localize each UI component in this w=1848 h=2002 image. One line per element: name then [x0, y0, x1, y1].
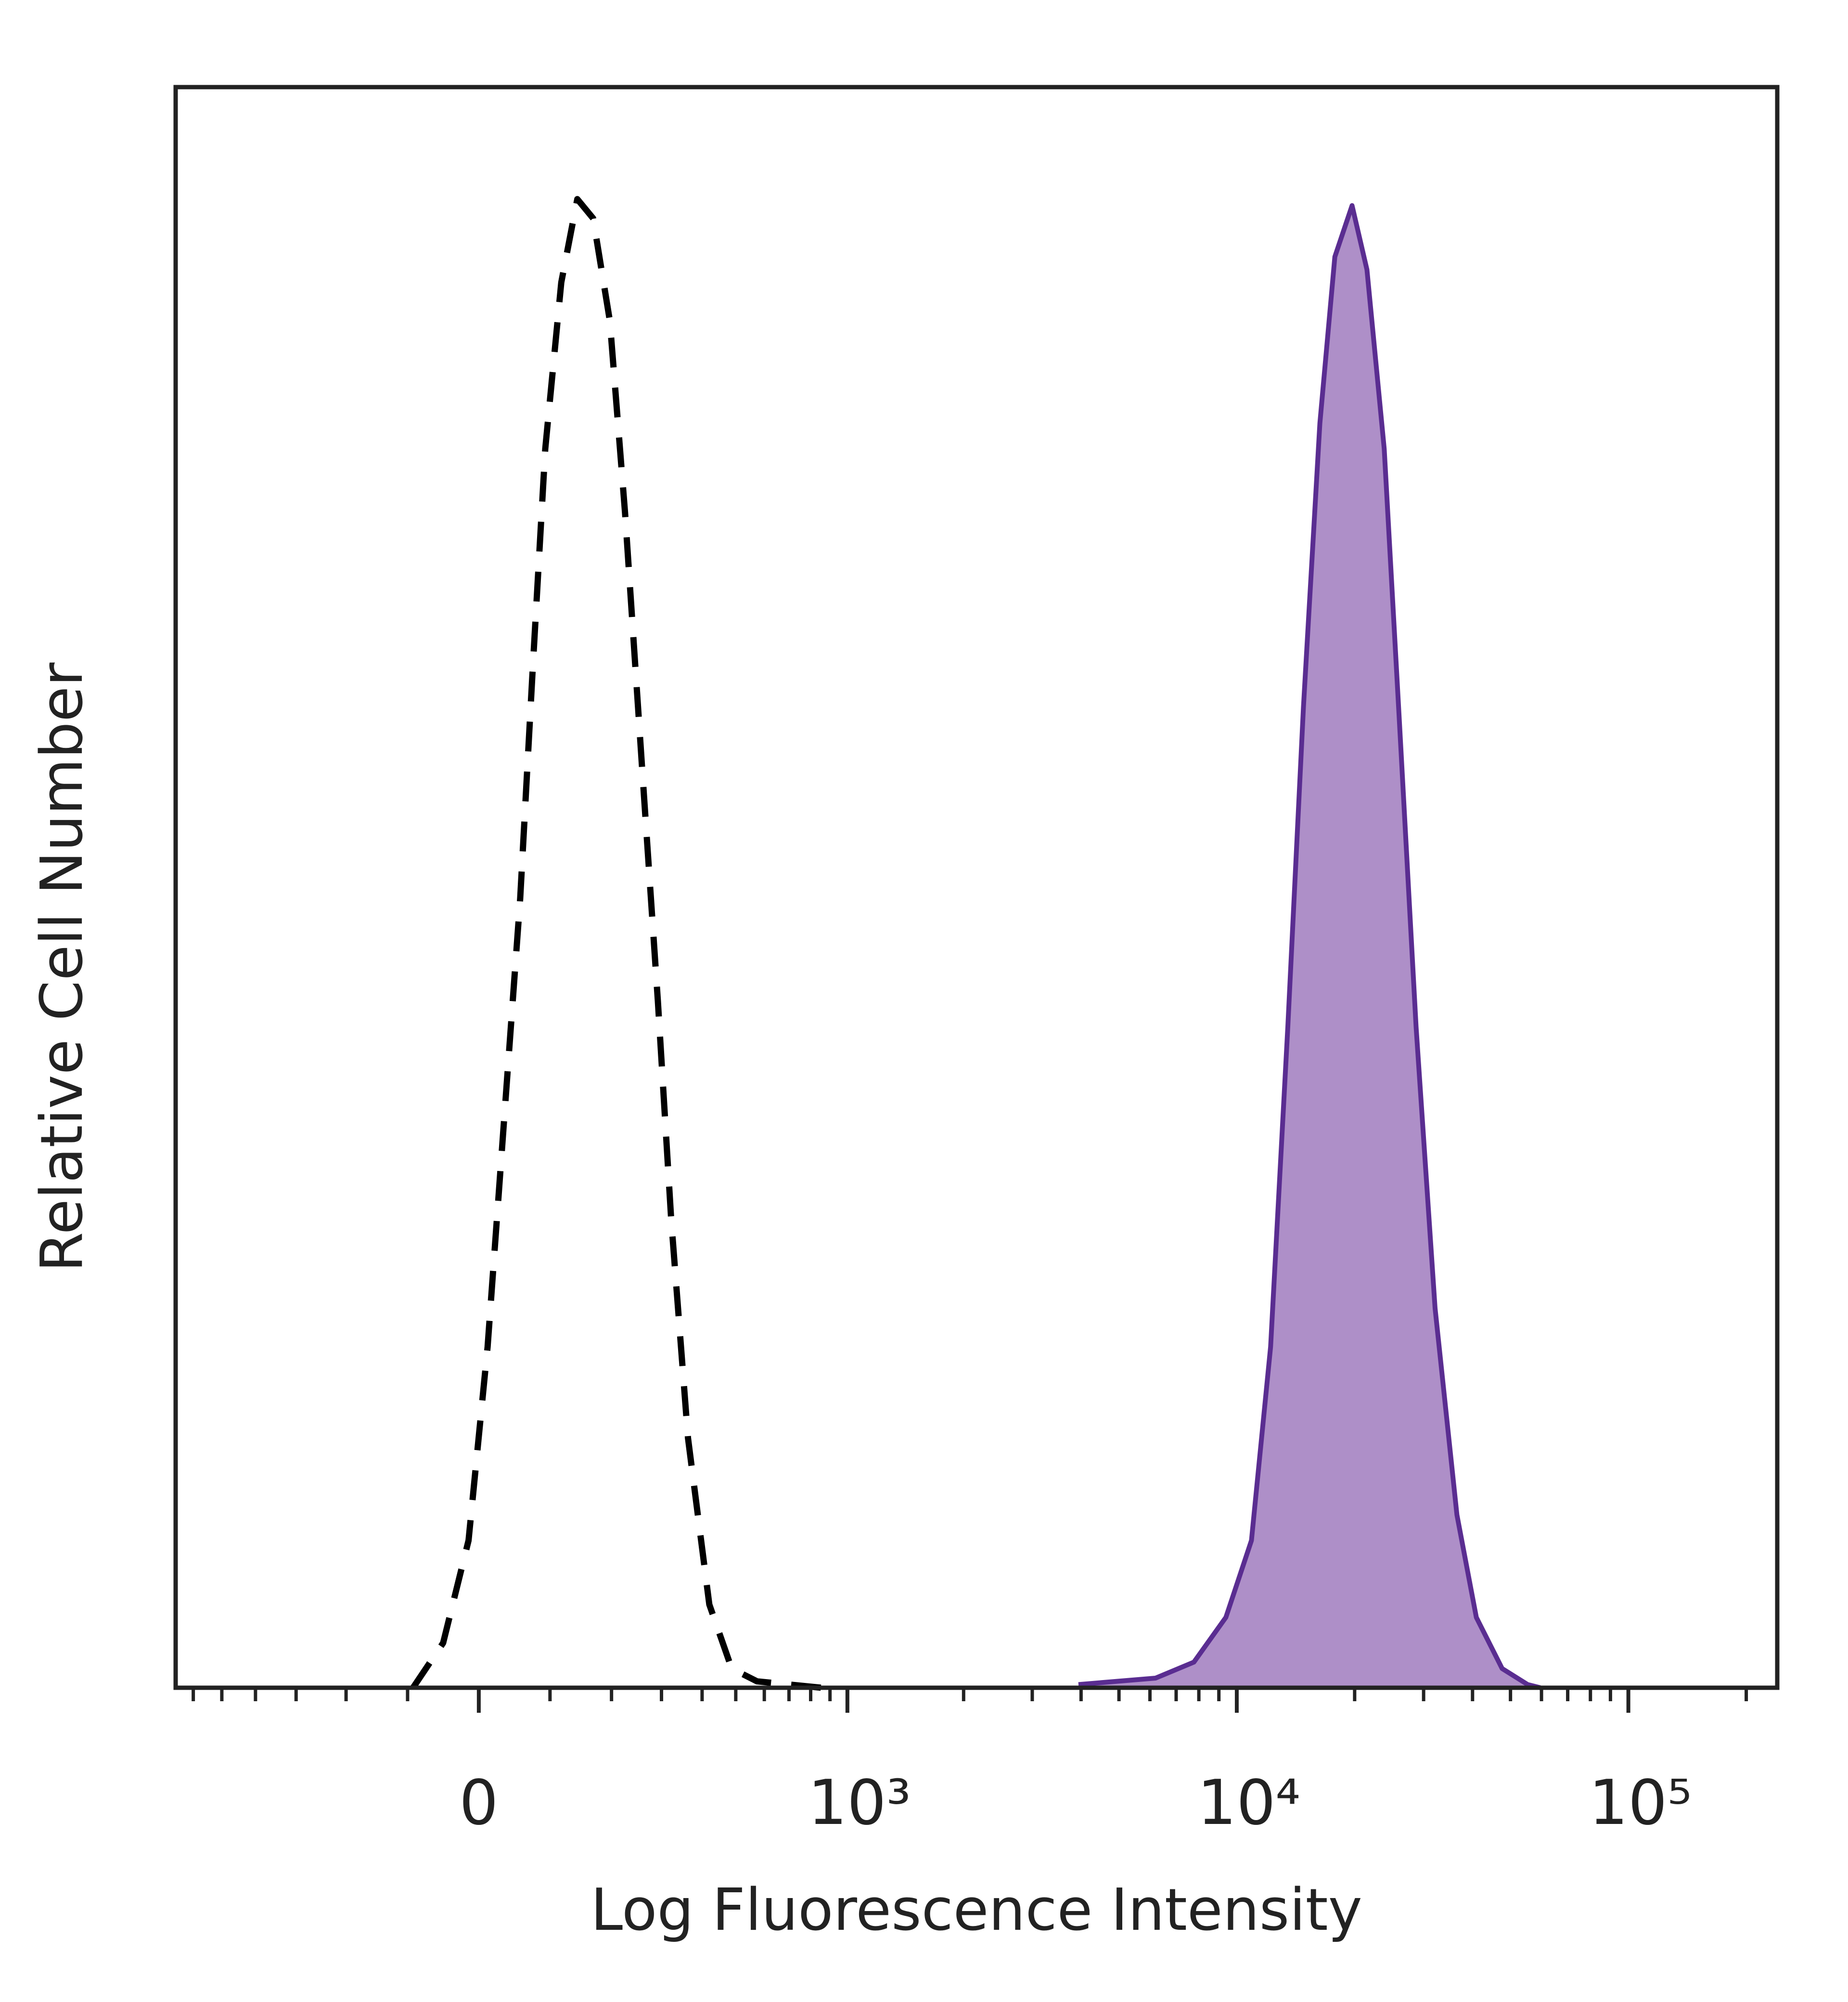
- x-tick-label: 0: [459, 1767, 498, 1839]
- x-axis-title: Log Fluorescence Intensity: [590, 1877, 1362, 1944]
- plot-frame: [173, 85, 1780, 1690]
- x-tick-label: 10³: [808, 1767, 911, 1839]
- x-tick-label: 10⁴: [1197, 1767, 1300, 1839]
- histogram-area: [1078, 205, 1540, 1688]
- histogram-line: [1078, 203, 1541, 1690]
- y-axis-title: Relative Cell Number: [29, 662, 96, 1272]
- histogram-line: [410, 196, 822, 1691]
- x-tick-label: 10⁵: [1589, 1767, 1692, 1839]
